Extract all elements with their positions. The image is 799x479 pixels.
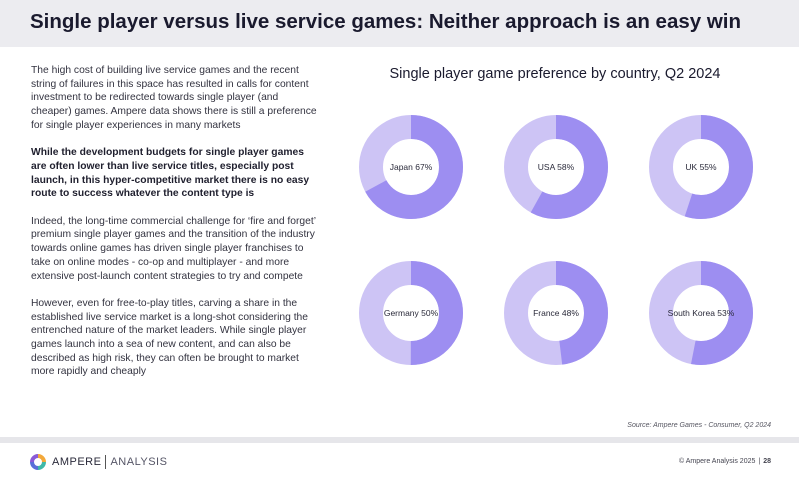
paragraph-1: The high cost of building live service g… — [31, 65, 317, 131]
donut-label-japan: Japan 67% — [390, 162, 433, 172]
donut-slice-germany — [359, 261, 463, 365]
donut-slice-japan — [359, 115, 463, 219]
donut-slice-france — [504, 261, 608, 365]
paragraph-4: However, even for free-to-play titles, c… — [31, 297, 309, 378]
donut-germany: Germany 50% — [359, 261, 463, 365]
donut-south-korea: South Korea 53% — [649, 261, 753, 365]
source-note: Source: Ampere Games - Consumer, Q2 2024 — [627, 422, 771, 429]
donut-slice-uk — [649, 115, 753, 219]
donut-label-france: France 48% — [533, 308, 579, 318]
donut-usa: USA 58% — [504, 115, 608, 219]
brand-sub: ANALYSIS — [110, 456, 168, 468]
brand-divider — [105, 455, 107, 469]
donut-japan: Japan 67% — [359, 115, 463, 219]
donut-label-usa: USA 58% — [538, 162, 575, 172]
paragraph-2-bold: While the development budgets for single… — [31, 147, 310, 200]
donut-france: France 48% — [504, 261, 608, 365]
donut-label-uk: UK 55% — [685, 162, 717, 172]
page-title: Single player versus live service games:… — [30, 10, 742, 33]
ampere-logo-icon — [30, 454, 46, 470]
body-text-column: The high cost of building live service g… — [31, 64, 321, 393]
donut-label-south-korea: South Korea 53% — [668, 308, 735, 318]
ampere-logo: AMPERE ANALYSIS — [29, 453, 167, 471]
footer-info: © Ampere Analysis 2025 | 28 — [679, 458, 771, 465]
footer-divider — [0, 437, 799, 443]
donut-label-germany: Germany 50% — [384, 308, 439, 318]
donut-uk: UK 55% — [649, 115, 753, 219]
page-number: 28 — [763, 458, 771, 465]
footer-separator: | — [758, 458, 761, 465]
paragraph-3: Indeed, the long-time commercial challen… — [31, 215, 316, 282]
header-bar: Single player versus live service games:… — [0, 0, 799, 47]
donut-slice-south-korea — [649, 261, 753, 365]
chart-title: Single player game preference by country… — [389, 66, 721, 82]
copyright: © Ampere Analysis 2025 — [679, 458, 756, 465]
brand-name: AMPERE — [52, 456, 102, 468]
donut-slice-usa — [504, 115, 608, 219]
